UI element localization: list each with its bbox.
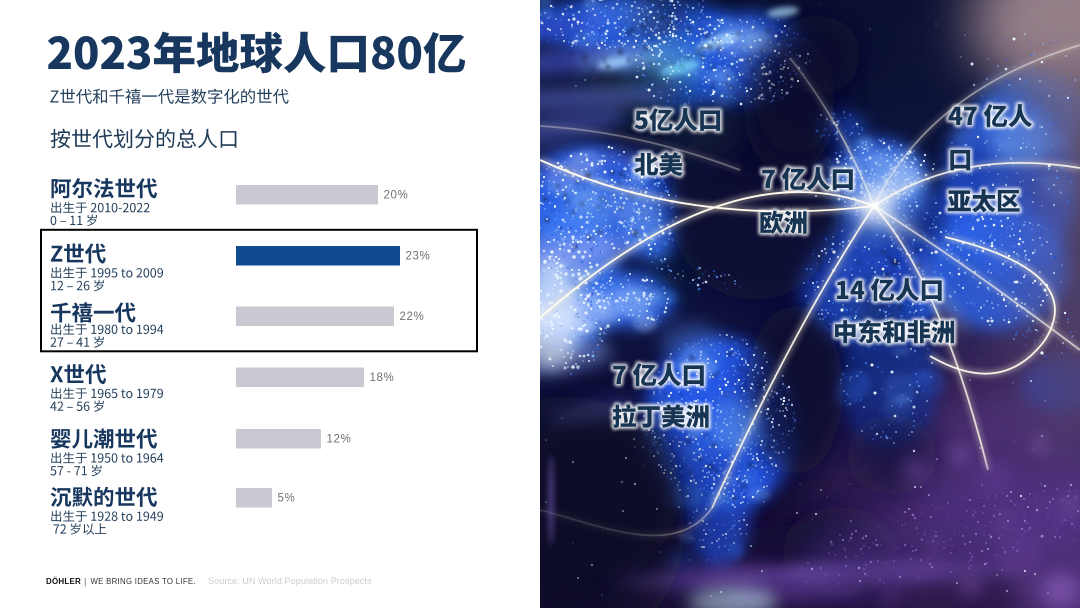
svg-text:WE BRING IDEAS TO LIFE.: WE BRING IDEAS TO LIFE. xyxy=(91,577,196,586)
svg-text:22%: 22% xyxy=(400,311,425,323)
svg-text:Source: UN World Population Pr: Source: UN World Population Prospects xyxy=(208,576,372,586)
svg-text:|: | xyxy=(84,576,86,586)
svg-text:23%: 23% xyxy=(406,251,431,263)
svg-text:DÖHLER: DÖHLER xyxy=(46,577,81,586)
svg-text:12%: 12% xyxy=(327,434,352,446)
svg-text:20%: 20% xyxy=(384,190,409,202)
svg-text:5%: 5% xyxy=(278,493,296,505)
svg-text:18%: 18% xyxy=(370,372,395,384)
